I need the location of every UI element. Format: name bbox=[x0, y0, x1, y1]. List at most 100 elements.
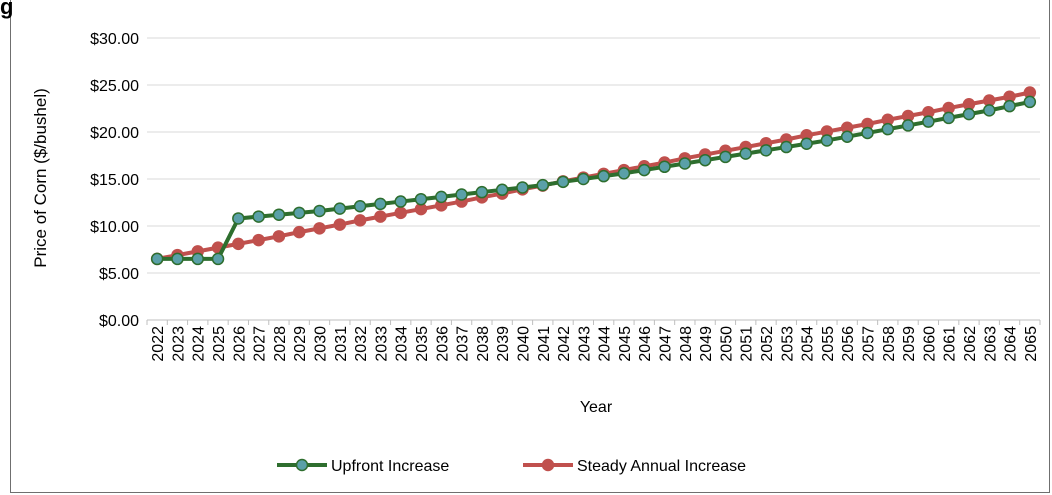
data-point bbox=[556, 175, 570, 189]
x-tick-label: 2032 bbox=[353, 326, 370, 362]
data-point bbox=[394, 206, 407, 220]
data-point bbox=[252, 210, 265, 223]
legend-marker bbox=[295, 458, 309, 472]
data-point bbox=[901, 119, 915, 132]
data-point bbox=[333, 218, 347, 231]
chart-frame bbox=[10, 0, 1050, 493]
series-1 bbox=[150, 95, 1037, 266]
x-tick-label: 2056 bbox=[840, 326, 857, 362]
legend-marker bbox=[541, 458, 555, 472]
data-point bbox=[962, 107, 976, 121]
x-tick-label: 2028 bbox=[272, 326, 289, 362]
data-point bbox=[374, 210, 387, 223]
x-tick-label: 2049 bbox=[698, 326, 715, 362]
data-point bbox=[272, 208, 286, 221]
data-point bbox=[536, 178, 550, 192]
x-tick-label: 2044 bbox=[597, 326, 614, 362]
data-point bbox=[658, 160, 671, 174]
y-tick-label: $15.00 bbox=[90, 172, 139, 189]
data-point bbox=[922, 115, 935, 128]
x-tick-label: 2053 bbox=[779, 326, 796, 362]
y-axis-ticks: $0.00 $5.00 $10.00 $15.00 $20.00 $25.00 $30.00 bbox=[90, 31, 139, 330]
x-tick-label: 2048 bbox=[678, 326, 695, 362]
x-tick-label: 2055 bbox=[820, 326, 837, 362]
legend-item-2: Steady Annual Increase bbox=[523, 458, 746, 475]
y-tick-label: $25.00 bbox=[90, 78, 139, 95]
data-point bbox=[861, 126, 874, 140]
data-point bbox=[232, 212, 245, 225]
data-point bbox=[800, 137, 813, 150]
x-tick-label: 2052 bbox=[759, 326, 776, 362]
data-point bbox=[353, 214, 367, 227]
x-tick-label: 2029 bbox=[292, 326, 309, 362]
legend: Upfront Increase Steady Annual Increase bbox=[277, 458, 746, 475]
x-tick-label: 2062 bbox=[962, 326, 979, 362]
data-point bbox=[191, 252, 204, 266]
x-tick-label: 2051 bbox=[739, 326, 756, 362]
x-tick-label: 2024 bbox=[191, 326, 208, 362]
x-tick-label: 2034 bbox=[394, 326, 411, 362]
y-tick-label: $5.00 bbox=[99, 266, 139, 283]
data-point bbox=[211, 252, 225, 266]
data-point bbox=[719, 150, 732, 164]
x-tick-label: 2046 bbox=[637, 326, 654, 362]
x-tick-label: 2059 bbox=[901, 326, 918, 362]
y-tick-label: $0.00 bbox=[99, 313, 139, 330]
data-point bbox=[1023, 95, 1037, 109]
data-point bbox=[455, 188, 468, 201]
x-tick-label: 2025 bbox=[211, 326, 228, 362]
data-point bbox=[739, 147, 752, 160]
data-point bbox=[617, 167, 631, 180]
x-tick-label: 2030 bbox=[313, 326, 330, 362]
x-tick-label: 2061 bbox=[942, 326, 959, 362]
data-point bbox=[983, 104, 996, 117]
x-tick-label: 2039 bbox=[495, 326, 512, 362]
x-tick-label: 2036 bbox=[434, 326, 451, 362]
data-point bbox=[780, 140, 793, 154]
data-point bbox=[394, 195, 407, 208]
x-tick-label: 2045 bbox=[617, 326, 634, 362]
data-point bbox=[698, 153, 712, 167]
x-tick-label: 2026 bbox=[231, 326, 248, 362]
data-point bbox=[637, 163, 651, 177]
data-point bbox=[820, 134, 834, 147]
data-point bbox=[435, 190, 448, 204]
x-axis-ticks: 2022 2023 2024 2025 2026 2027 2028 2029 2030 2031… bbox=[146, 320, 1041, 362]
y-tick-label: $20.00 bbox=[90, 125, 139, 142]
data-point bbox=[272, 230, 286, 243]
data-point bbox=[333, 202, 347, 215]
data-point bbox=[252, 233, 265, 247]
data-point bbox=[516, 181, 529, 194]
data-point bbox=[495, 183, 509, 197]
y-tick-label: $10.00 bbox=[90, 219, 139, 236]
y-axis-label: Price of Corn ($/bushel) bbox=[31, 88, 50, 268]
data-point bbox=[475, 185, 489, 199]
data-point bbox=[881, 122, 895, 136]
data-point bbox=[353, 200, 367, 213]
x-tick-label: 2064 bbox=[1003, 326, 1020, 362]
data-point bbox=[678, 157, 692, 170]
data-point bbox=[840, 130, 854, 143]
x-tick-label: 2042 bbox=[556, 326, 573, 362]
data-point bbox=[313, 222, 326, 235]
x-tick-label: 2038 bbox=[475, 326, 492, 362]
data-point bbox=[313, 204, 326, 218]
data-point bbox=[292, 206, 306, 220]
x-tick-label: 2040 bbox=[515, 326, 532, 362]
x-tick-label: 2022 bbox=[150, 326, 167, 362]
x-tick-label: 2023 bbox=[170, 326, 187, 362]
data-point bbox=[171, 252, 184, 266]
chart-title-fragment: g bbox=[0, 0, 14, 19]
x-tick-label: 2063 bbox=[982, 326, 999, 362]
x-tick-label: 2060 bbox=[921, 326, 938, 362]
x-tick-label: 2043 bbox=[576, 326, 593, 362]
x-tick-label: 2033 bbox=[373, 326, 390, 362]
data-point bbox=[232, 237, 245, 251]
x-tick-label: 2050 bbox=[718, 326, 735, 362]
data-point bbox=[759, 144, 773, 157]
data-point bbox=[577, 172, 590, 186]
x-tick-label: 2047 bbox=[658, 326, 675, 362]
data-point bbox=[150, 252, 164, 266]
x-tick-label: 2054 bbox=[800, 326, 817, 362]
